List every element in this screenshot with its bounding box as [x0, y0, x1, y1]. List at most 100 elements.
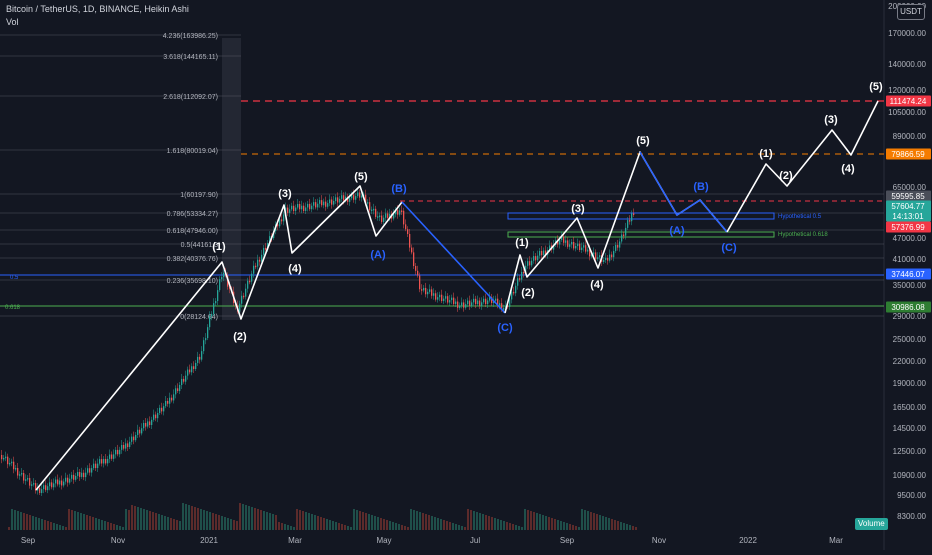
candle-body — [325, 201, 327, 207]
volume-bar — [407, 527, 409, 530]
candle-body — [481, 302, 483, 306]
candle-body — [103, 459, 105, 464]
candle-body — [369, 202, 371, 211]
volume-bar — [350, 527, 352, 530]
currency-button[interactable]: USDT — [897, 4, 925, 20]
candle-body — [179, 385, 181, 392]
candle-body — [47, 486, 49, 491]
candle-body — [311, 205, 313, 210]
candle-body — [427, 291, 429, 295]
volume-bar — [302, 511, 304, 530]
volume-bar — [425, 514, 427, 530]
candle-body — [417, 270, 419, 276]
candle-body — [561, 236, 563, 240]
volume-bar — [398, 524, 400, 530]
volume-bar — [110, 523, 112, 530]
candle-body — [533, 256, 535, 261]
volume-bar — [266, 512, 268, 530]
volume-bar — [305, 512, 307, 530]
volume-bar — [8, 527, 10, 530]
volume-bar — [479, 513, 481, 530]
candle-body — [317, 203, 319, 208]
volume-bar — [329, 520, 331, 530]
volume-bar — [389, 521, 391, 530]
volume-bar — [290, 526, 292, 530]
candle-body — [605, 258, 607, 260]
wave-label-w1_3: (3) — [278, 188, 292, 200]
candle-body — [121, 445, 123, 450]
candle-body — [323, 201, 325, 206]
candle-body — [367, 202, 369, 204]
volume-bar — [323, 518, 325, 530]
volume-bar — [380, 518, 382, 530]
candle-body — [263, 247, 265, 255]
candle-body — [515, 285, 517, 294]
fib-level-label: 0(28124.64) — [180, 314, 218, 321]
candle-body — [281, 219, 283, 222]
candle-body — [9, 462, 11, 465]
candle-body — [129, 441, 131, 447]
volume-bar — [230, 519, 232, 530]
candle-body — [497, 298, 499, 306]
candle-body — [209, 316, 211, 328]
volume-bar — [23, 513, 25, 530]
volume-bar — [374, 516, 376, 530]
candle-body — [169, 397, 171, 404]
candle-body — [631, 213, 633, 222]
candle-body — [505, 305, 507, 308]
candle-body — [203, 340, 205, 352]
candle-body — [593, 252, 595, 255]
candle-body — [109, 454, 111, 459]
volume-bar — [269, 513, 271, 530]
volume-bar — [92, 517, 94, 530]
candle-body — [331, 199, 333, 205]
candle-body — [241, 295, 243, 304]
candle-body — [161, 407, 163, 412]
candle-body — [255, 265, 257, 268]
candle-body — [589, 249, 591, 257]
volume-bar — [197, 508, 199, 530]
candle-body — [587, 249, 589, 252]
candle-body — [557, 240, 559, 245]
volume-bar — [128, 510, 130, 530]
candle-body — [55, 479, 57, 484]
volume-bar — [596, 514, 598, 530]
candle-body — [5, 456, 7, 459]
candle-body — [75, 475, 77, 480]
candle-body — [23, 473, 25, 481]
candle-body — [15, 467, 17, 470]
candle-body — [629, 220, 631, 222]
volume-bar — [71, 510, 73, 530]
candle-body — [305, 207, 307, 211]
wave-label-c2_C: (C) — [721, 242, 737, 254]
candle-body — [447, 296, 449, 303]
volume-bar — [566, 523, 568, 530]
y-tick-label: 120000.00 — [888, 86, 926, 95]
candle-body — [579, 243, 581, 250]
candle-body — [303, 205, 305, 211]
volume-bar — [164, 516, 166, 530]
candle-body — [283, 214, 285, 222]
volume-bar — [569, 524, 571, 530]
volume-bar — [281, 523, 283, 530]
volume-bar — [14, 510, 16, 530]
candle-body — [563, 236, 565, 243]
x-tick-label: May — [376, 536, 391, 545]
hypothetical-0618-box — [507, 231, 775, 238]
candle-body — [495, 298, 497, 301]
y-tick-label: 19000.00 — [893, 379, 927, 388]
candle-body — [483, 298, 485, 303]
candle-body — [73, 474, 75, 480]
volume-bar — [314, 515, 316, 530]
volume-bar — [317, 516, 319, 530]
candle-body — [115, 449, 117, 455]
candle-body — [183, 378, 185, 382]
volume-bar — [440, 519, 442, 530]
candle-body — [89, 468, 91, 473]
candle-body — [165, 401, 167, 407]
y-tick-label: 170000.00 — [888, 29, 926, 38]
volume-indicator-label: Vol — [6, 17, 19, 27]
volume-bar — [386, 520, 388, 530]
